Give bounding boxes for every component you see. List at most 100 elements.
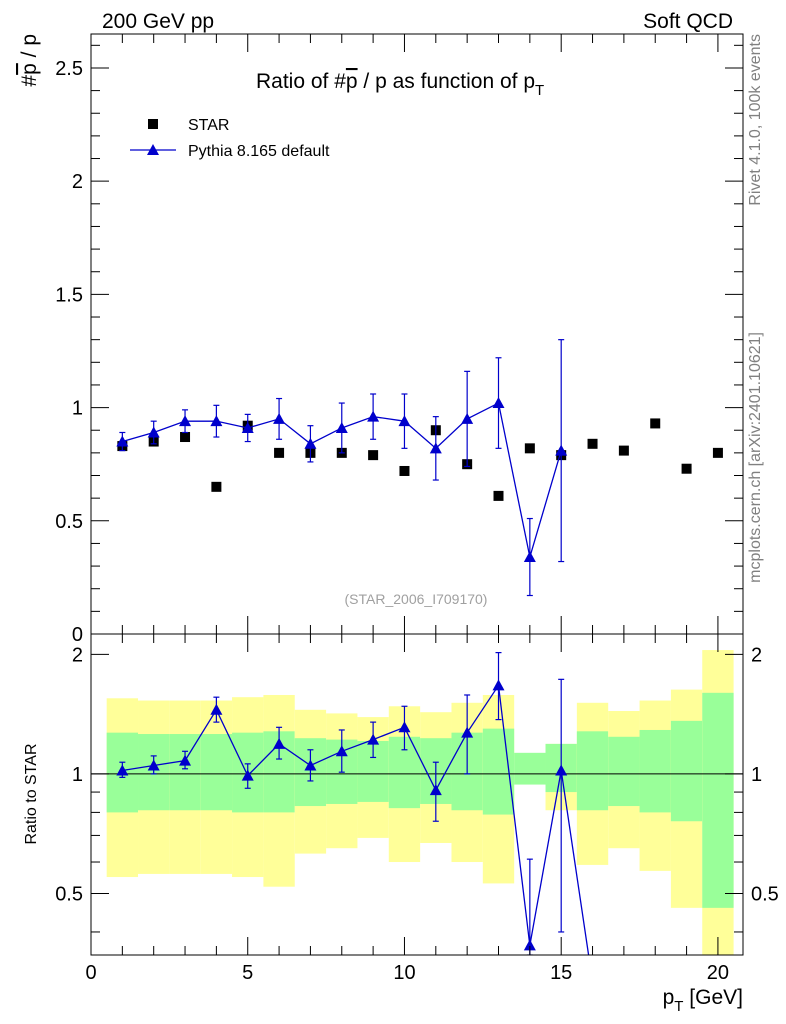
ratio-point [304,759,317,771]
ratio-point [273,737,286,749]
main-ytick-label: 1 [72,398,83,420]
green-band [514,752,546,785]
ratio-point [398,721,411,733]
ratio-series [116,652,590,955]
ratio-bands [91,650,743,955]
main-ytick-label: 1.5 [55,284,83,306]
ratio-ytick-label-right: 1 [751,764,762,786]
ratio-ytick-label: 2 [72,644,83,666]
main-ytick-label: 0 [72,624,83,646]
green-band [200,734,233,811]
legend-pythia-label: Pythia 8.165 default [188,143,330,160]
star-point [587,438,598,449]
main-title-pbar: p [346,70,358,93]
main-title: Ratio of #p / p as function of pT [256,70,544,99]
pythia-point [147,426,160,438]
legend: STAR Pythia 8.165 default [130,117,330,160]
watermark: (STAR_2006_I709170) [345,591,488,607]
star-point [274,447,285,458]
star-point [712,447,723,458]
green-band [639,729,671,813]
ratio-point [523,939,536,951]
header-right: Soft QCD [643,10,733,33]
ratio-point [335,745,348,757]
legend-star-label: STAR [188,117,229,134]
ratio-xtick-label: 15 [550,962,572,984]
ratio-marks [116,652,590,955]
main-axes: 0 0.5 1 1.5 2 2.5 [55,34,743,646]
star-point [211,481,222,492]
main-title-sub: T [535,82,544,99]
star-point [368,450,379,461]
main-ytick-label: 0.5 [55,511,83,533]
green-band [670,720,703,822]
pythia-point [241,421,254,433]
green-band [702,692,734,908]
ratio-xlabel-sub: T [674,998,683,1015]
star-point [493,490,504,501]
pythia-point [429,442,442,454]
ratio-axes: 0.5 0.51 12 20 5 10 15 20 [55,634,779,984]
ratio-point [147,759,160,771]
header-left: 200 GeV pp [102,10,214,33]
main-title-prefix: Ratio of # [256,70,346,93]
pythia-point [492,397,505,409]
ratio-plot: 0.5 0.51 12 20 5 10 15 20 Ratio to STAR pT [GeV… [23,633,779,1015]
main-ylabel-prefix: # [18,75,41,87]
ratio-line [122,683,590,955]
main-ytick-label: 2.5 [55,58,83,80]
pythia-point [555,444,568,456]
ratio-ytick-label-right: 0.5 [751,883,779,905]
mcplots-label: mcplots.cern.ch [arXiv:2401.10621] [747,332,764,583]
legend-star-marker [148,119,158,129]
main-ytick-label: 2 [72,171,83,193]
ratio-point [492,679,505,691]
star-point [618,445,629,456]
ratio-point [116,764,129,776]
ratio-ytick-label-right: 2 [751,644,762,666]
ratio-ytick-label: 0.5 [55,883,83,905]
ratio-xlabel-unit: [GeV] [683,986,743,1009]
star-point [180,432,191,443]
star-point [650,418,661,429]
pythia-point [367,410,380,422]
star-point [524,443,535,454]
ratio-xtick-label: 20 [707,962,729,984]
ratio-point [179,754,192,766]
ratio-ytick-label: 1 [72,764,83,786]
ratio-xtick-label: 0 [85,962,96,984]
ratio-xlabel: pT [GeV] [663,986,743,1015]
pythia-point [210,415,223,427]
pythia-point [335,421,348,433]
star-point [399,465,410,476]
pythia-point [116,435,129,447]
legend-pythia-marker [147,144,159,155]
rivet-label: Rivet 4.1.0, 100k events [747,34,764,206]
main-marks [116,339,723,597]
main-ylabel-suffix: / p [18,34,41,63]
ratio-point [241,769,254,781]
ratio-point [367,733,380,745]
pythia-point [304,437,317,449]
ratio-ylabel: Ratio to STAR [23,743,40,844]
green-band [608,736,640,807]
main-ylabel-pbar: p [18,63,41,75]
pythia-point [179,415,192,427]
main-plot: 00.511.522.5 Ratio of #p / p as function… [18,33,744,646]
main-ylabel: #p / p [18,34,41,87]
main-title-mid: / p as function of p [358,70,535,93]
ratio-point [555,764,568,776]
ratio-frame [90,633,744,956]
ratio-xtick-label: 5 [242,962,253,984]
green-band [169,734,201,811]
pythia-point [273,412,286,424]
ratio-xlabel-main: p [663,986,675,1009]
ratio-point [461,726,474,738]
ratio-xtick-label: 10 [393,962,415,984]
pythia-point [398,415,411,427]
ratio-point [210,703,223,715]
star-point [681,463,692,474]
green-band [576,731,609,811]
pythia-point [461,412,474,424]
